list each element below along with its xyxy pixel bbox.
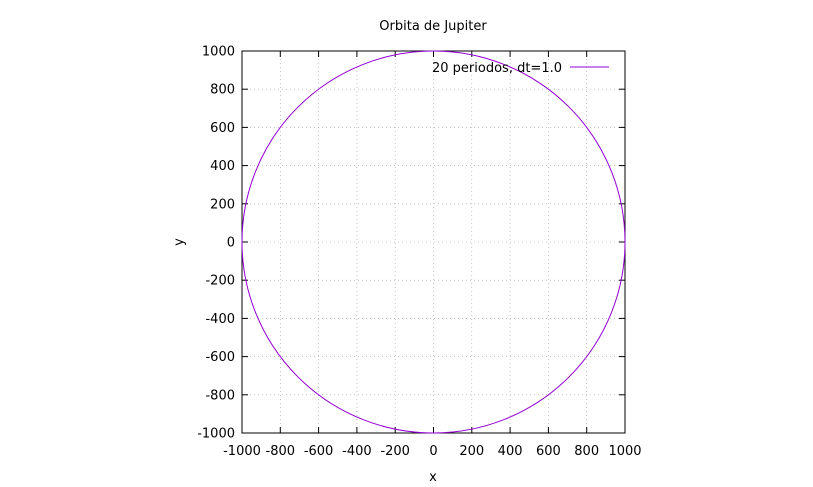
y-tick-label: -800 xyxy=(205,388,235,403)
y-tick-labels: -1000 -800 -600 -400 -200 0 200 400 600 800 1000 xyxy=(197,45,235,442)
axis-ticks xyxy=(241,50,626,434)
x-tick-label: -200 xyxy=(380,444,410,459)
grid xyxy=(242,51,625,433)
y-tick-label: 0 xyxy=(227,236,235,251)
x-tick-label: 0 xyxy=(429,444,437,459)
y-tick-label: -1000 xyxy=(197,427,235,442)
x-tick-label: -1000 xyxy=(223,444,261,459)
y-tick-label: 600 xyxy=(210,121,235,136)
y-axis-label: y xyxy=(172,238,187,246)
x-axis-label: x xyxy=(429,470,437,485)
x-tick-label: -600 xyxy=(304,444,334,459)
orbit-series-line xyxy=(241,50,626,434)
legend: 20 periodos, dt=1.0 xyxy=(432,61,609,76)
y-tick-label: 200 xyxy=(210,197,235,212)
x-tick-label: -800 xyxy=(266,444,296,459)
series-group xyxy=(241,50,626,434)
x-tick-label: 600 xyxy=(536,444,561,459)
x-tick-label: 200 xyxy=(459,444,484,459)
legend-label: 20 periodos, dt=1.0 xyxy=(432,61,562,76)
y-tick-label: -400 xyxy=(205,312,235,327)
x-tick-label: 800 xyxy=(574,444,599,459)
y-tick-label: 1000 xyxy=(202,45,235,60)
y-tick-label: -200 xyxy=(205,274,235,289)
x-tick-label: 1000 xyxy=(608,444,641,459)
chart-title: Orbita de Jupiter xyxy=(379,19,487,34)
y-tick-label: 800 xyxy=(210,83,235,98)
y-tick-label: 400 xyxy=(210,159,235,174)
x-tick-label: -400 xyxy=(342,444,372,459)
x-tick-label: 400 xyxy=(498,444,523,459)
y-tick-label: -600 xyxy=(205,350,235,365)
x-tick-labels: -1000 -800 -600 -400 -200 0 200 400 600 800 1000 xyxy=(223,444,641,459)
